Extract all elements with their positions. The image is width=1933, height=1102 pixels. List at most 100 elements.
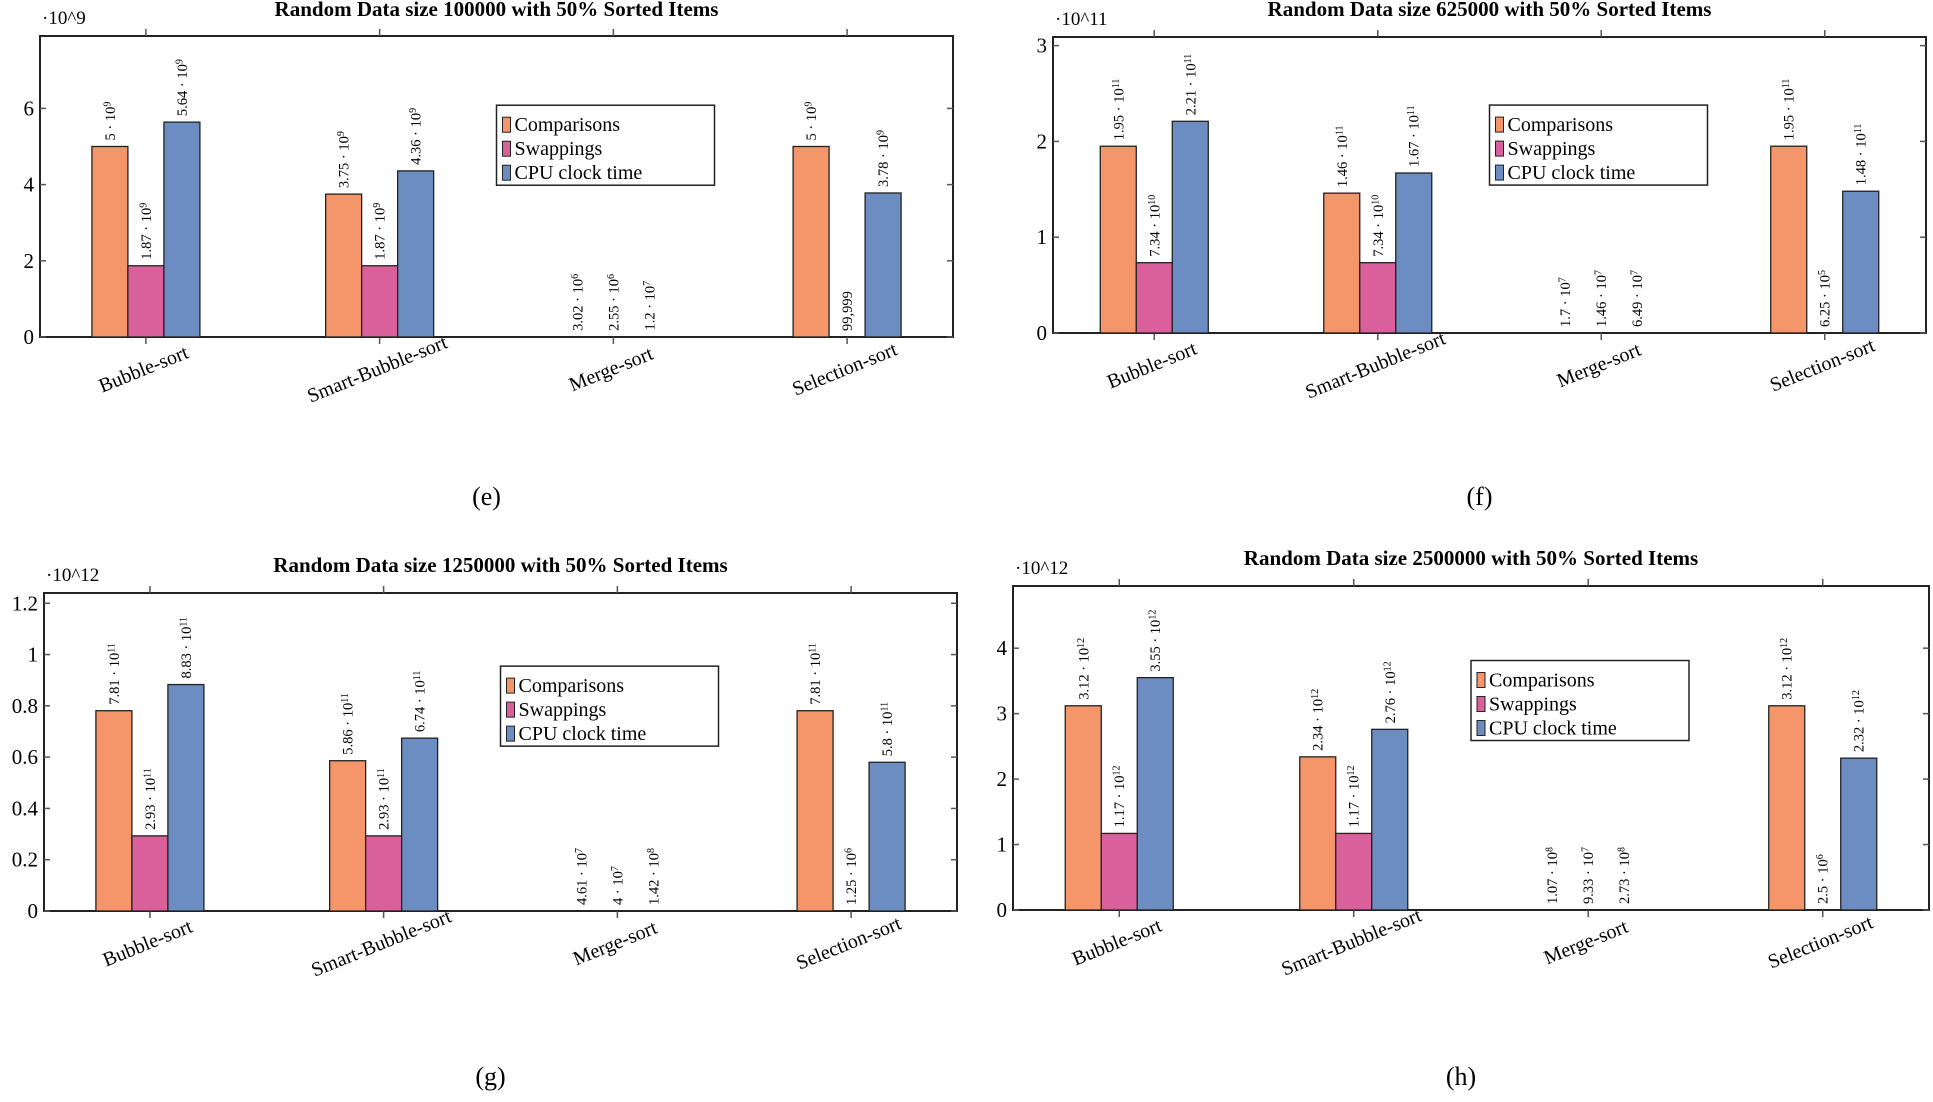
x-category-label: Merge-sort (566, 342, 657, 396)
bar-cpu (1371, 728, 1409, 911)
bar-value-label: 7.34 · 1010 (1147, 195, 1164, 257)
y-tick-label: 0 (997, 898, 1008, 922)
x-category-label: Selection-sort (793, 912, 905, 974)
x-category-label: Bubble-sort (1069, 914, 1165, 970)
bar-value-label: 9.33 · 107 (1581, 847, 1598, 904)
bar-value-label: 1.17 · 1012 (1112, 765, 1129, 827)
legend-entry: Swappings (515, 138, 603, 160)
y-tick-label: 4 (24, 173, 35, 197)
bar-comparisons (1770, 145, 1808, 334)
legend-entry: CPU clock time (1508, 162, 1636, 184)
legend-swatch-swappings (1495, 140, 1504, 157)
bar-cpu (864, 192, 902, 338)
chart-panel-g: Random Data size 1250000 with 50% Sorted… (12, 553, 958, 1091)
bar-value-label: 6.25 · 105 (1817, 270, 1834, 327)
bar-swappings (360, 265, 399, 338)
chart-title: Random Data size 2500000 with 50% Sorted… (1244, 546, 1698, 570)
x-category-label: Bubble-sort (1104, 337, 1200, 393)
bar-value-label: 1.2 · 107 (642, 281, 659, 331)
panel-caption: (h) (1446, 1062, 1476, 1091)
y-tick-label: 1.2 (12, 591, 38, 615)
y-tick-label: 1 (997, 833, 1008, 857)
bar-value-label: 2.34 · 1012 (1310, 689, 1327, 751)
y-tick-label: 0 (1037, 321, 1048, 345)
bar-cpu (1171, 120, 1209, 334)
chart-title: Random Data size 625000 with 50% Sorted … (1268, 0, 1712, 21)
x-category-label: Selection-sort (789, 338, 901, 400)
legend-box (499, 665, 720, 747)
bar-cpu (400, 737, 439, 912)
bar-cpu (1842, 190, 1880, 334)
bar-value-label: 1.7 · 107 (1558, 277, 1575, 327)
legend-entry: Comparisons (519, 675, 625, 697)
y-axis-multiplier: ·10^12 (1015, 558, 1068, 579)
bar-swappings (1359, 262, 1397, 334)
y-tick-label: 0 (28, 899, 39, 923)
x-category-label: Smart-Bubble-sort (1278, 904, 1425, 980)
legend-swatch-cpu (1495, 164, 1504, 181)
bar-comparisons (1299, 756, 1337, 911)
bar-value-label: 4.61 · 107 (574, 848, 591, 905)
bar-value-label: 6.49 · 107 (1630, 270, 1647, 327)
legend-swatch-cpu (1476, 720, 1486, 737)
bar-value-label: 2.93 · 1011 (376, 768, 393, 830)
legend-entry: Swappings (1489, 694, 1577, 716)
plot-frame (1052, 36, 1927, 334)
plot-frame (43, 592, 958, 912)
bar-value-label: 8.83 · 1011 (178, 617, 195, 679)
bar-value-label: 1.87 · 109 (138, 203, 155, 260)
bar-comparisons (324, 193, 363, 338)
bar-comparisons (95, 710, 133, 912)
x-category-label: Smart-Bubble-sort (1302, 327, 1449, 403)
bar-value-label: 3.12 · 1012 (1076, 638, 1093, 700)
bar-swappings (1135, 262, 1173, 334)
x-category-label: Bubble-sort (96, 341, 192, 397)
plot-frame (1012, 585, 1930, 911)
legend-entry: Comparisons (1508, 114, 1614, 136)
bar-value-label: 1.95 · 1011 (1781, 79, 1798, 141)
bar-value-label: 1.67 · 1011 (1406, 105, 1423, 167)
bar-cpu (396, 170, 435, 338)
bar-value-label: 4.36 · 109 (408, 108, 425, 165)
bar-cpu (1136, 676, 1174, 911)
y-tick-label: 4 (997, 636, 1008, 660)
bar-value-label: 2.76 · 1012 (1382, 661, 1399, 723)
bar-comparisons (1768, 705, 1806, 911)
bar-value-label: 1.42 · 108 (646, 848, 663, 905)
y-tick-label: 2 (997, 767, 1008, 791)
legend-swatch-cpu (502, 164, 511, 181)
y-tick-label: 0 (24, 325, 35, 349)
legend-swatch-comparisons (1495, 116, 1504, 133)
bar-value-label: 4 · 107 (610, 866, 627, 905)
legend-entry: Comparisons (1489, 670, 1595, 692)
y-tick-label: 3 (1037, 34, 1048, 58)
chart-panel-e: Random Data size 100000 with 50% Sorted … (24, 0, 954, 511)
x-category-label: Merge-sort (1554, 338, 1645, 392)
panel-caption: (g) (475, 1062, 505, 1091)
y-tick-label: 0.6 (12, 745, 38, 769)
bar-cpu (868, 761, 906, 912)
y-tick-label: 1 (1037, 225, 1048, 249)
legend-box (1470, 659, 1690, 742)
plot-frame (39, 35, 954, 338)
bar-value-label: 5.8 · 1011 (880, 702, 897, 756)
y-axis-multiplier: ·10^12 (46, 565, 99, 586)
y-tick-label: 3 (997, 702, 1008, 726)
bar-value-label: 3.12 · 1012 (1779, 638, 1796, 700)
legend-box (495, 104, 716, 186)
legend-box (1488, 104, 1709, 186)
bar-value-label: 5 · 109 (804, 102, 821, 141)
x-category-label: Smart-Bubble-sort (304, 331, 451, 407)
legend-entry: Comparisons (515, 114, 621, 136)
bar-cpu (163, 121, 201, 338)
bar-value-label: 1.95 · 1011 (1111, 79, 1128, 141)
bar-value-label: 3.02 · 106 (570, 274, 587, 331)
bar-comparisons (1323, 192, 1361, 334)
legend-entry: CPU clock time (1489, 718, 1617, 740)
legend-entry: CPU clock time (519, 723, 647, 745)
chart-panel-h: Random Data size 2500000 with 50% Sorted… (997, 546, 1930, 1091)
bar-value-label: 7.81 · 1011 (808, 643, 825, 705)
